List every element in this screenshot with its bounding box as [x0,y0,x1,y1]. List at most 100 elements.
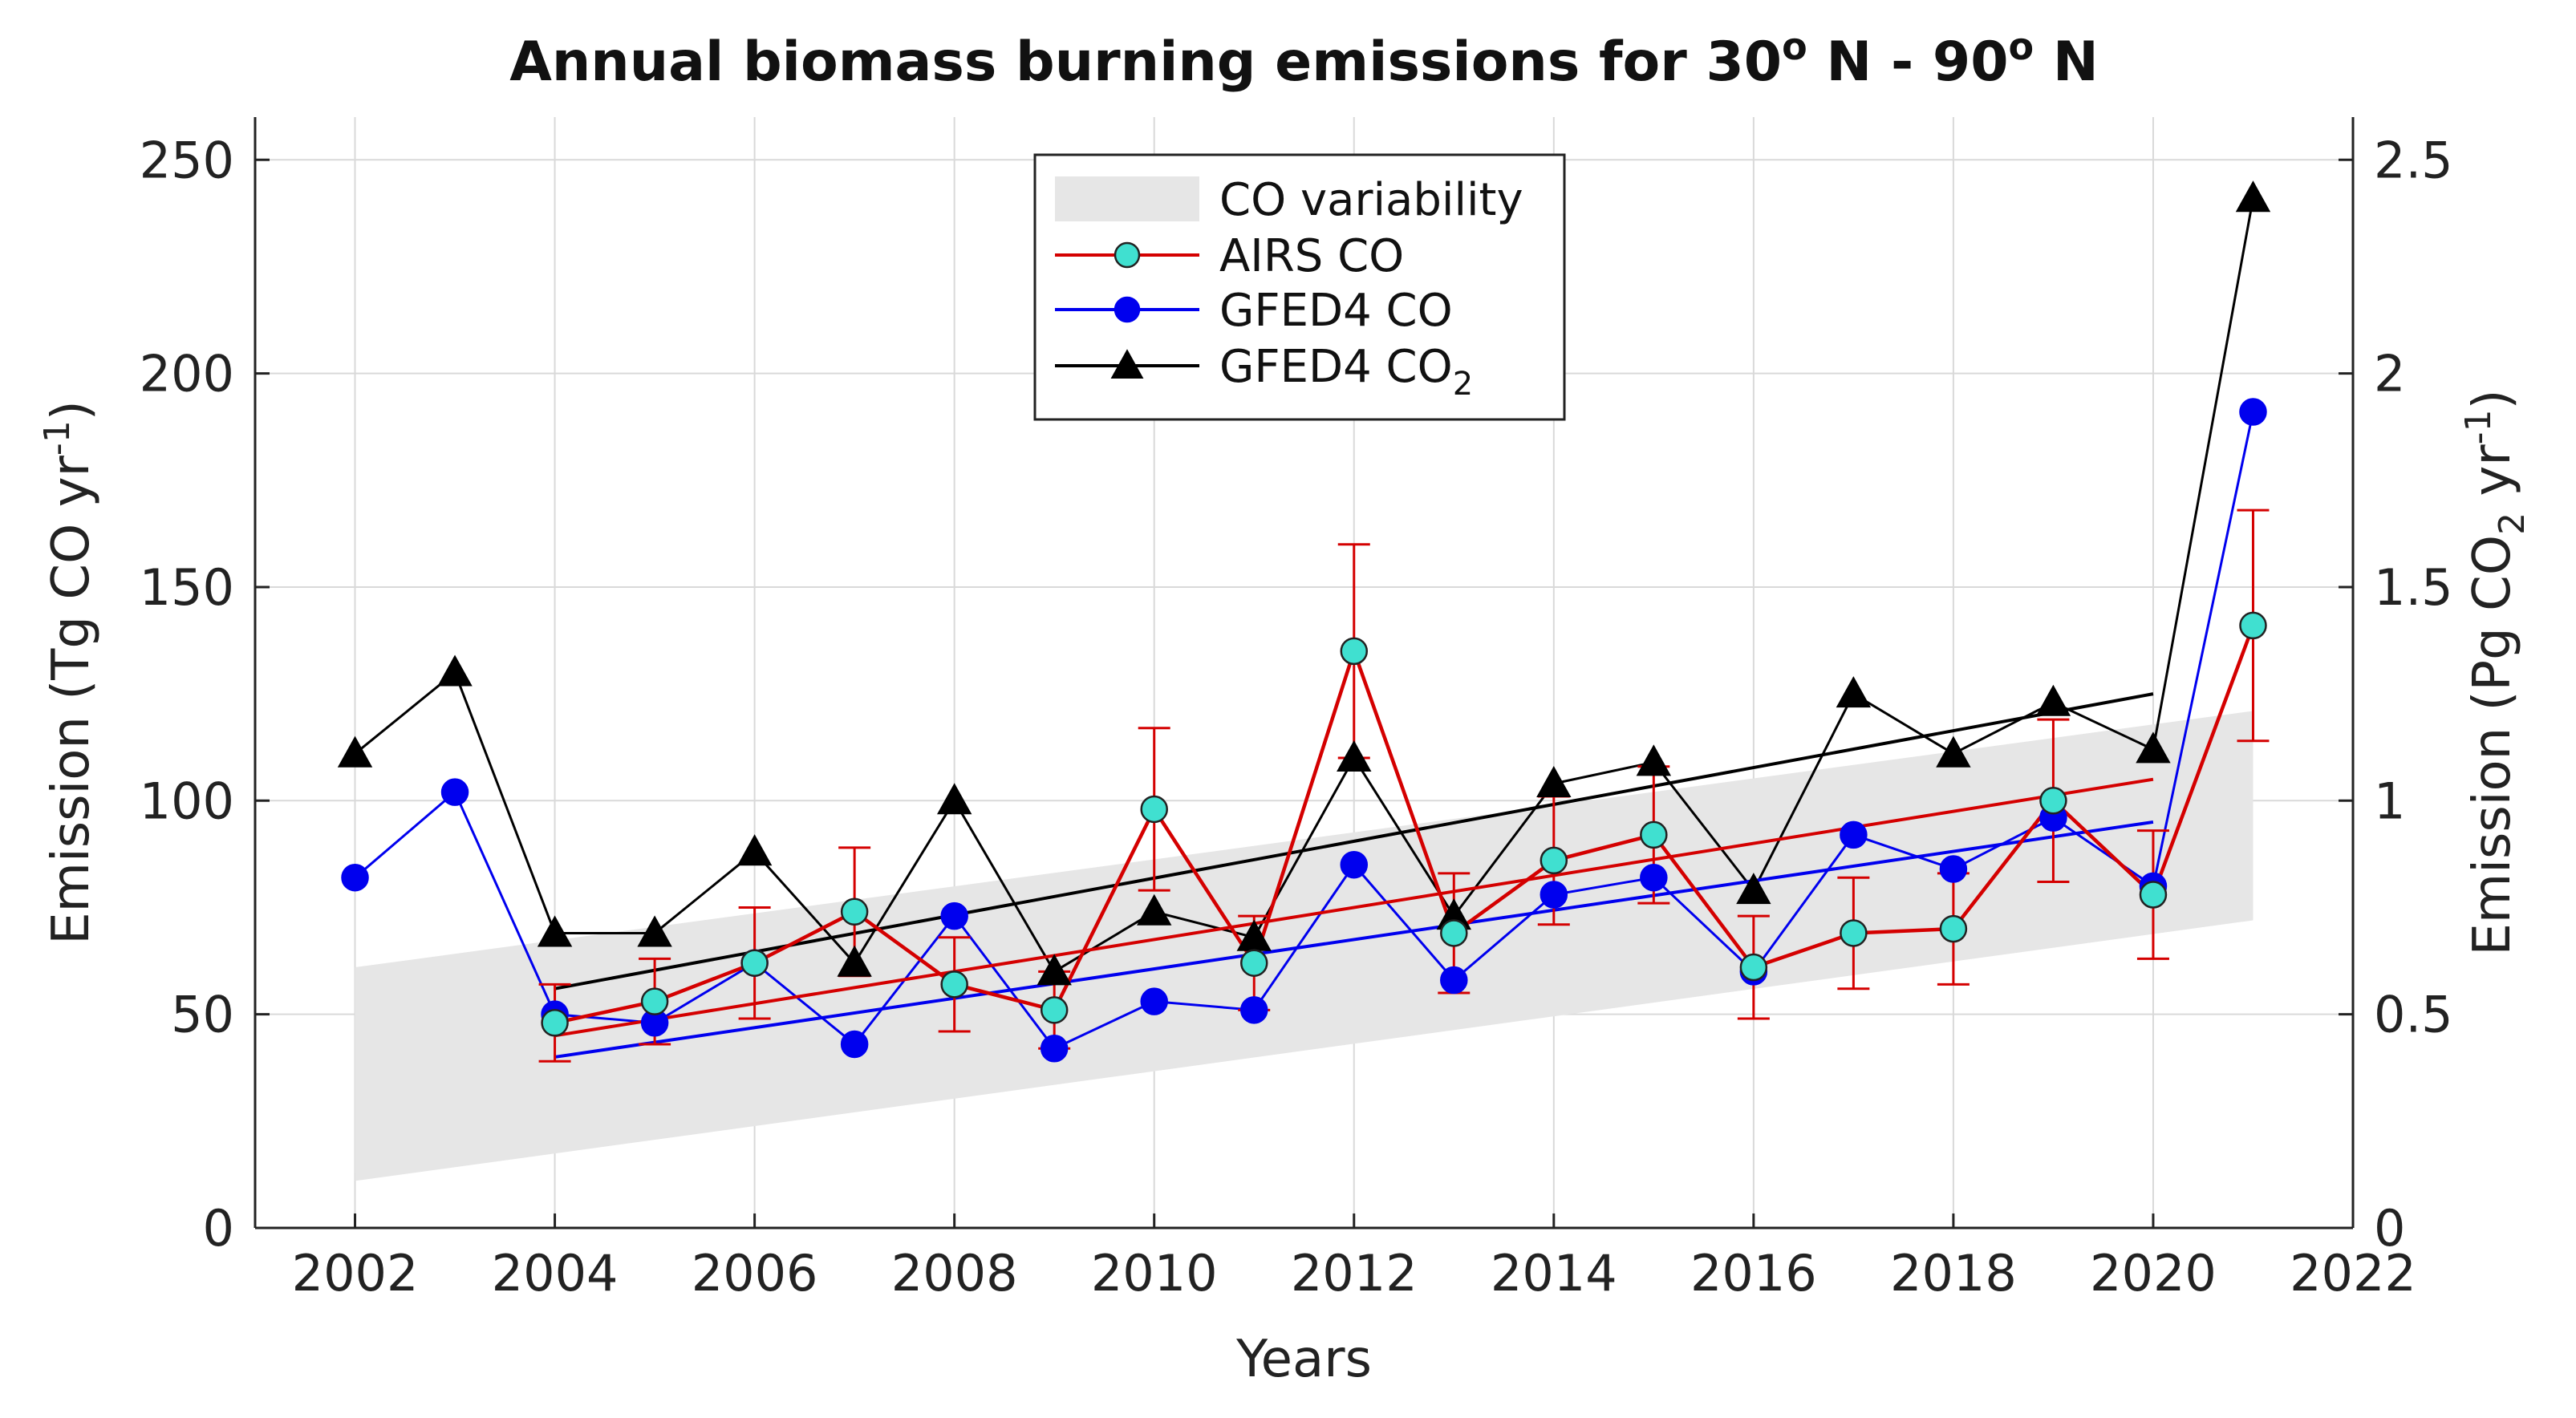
data-point [437,654,473,687]
legend-label: AIRS CO [1219,230,1404,282]
x-tick-label: 2020 [2090,1244,2217,1303]
data-point [1040,996,1069,1024]
legend-label-text: AIRS CO [1219,230,1404,282]
x-tick-label: 2006 [692,1244,818,1303]
data-point [1140,795,1168,824]
data-point [940,970,968,999]
x-tick-label: 2008 [891,1244,1018,1303]
y-right-label-superscript: -1 [2458,409,2499,444]
x-tick-label: 2022 [2290,1244,2416,1303]
legend-label: GFED4 CO [1219,285,1453,337]
data-point [2139,881,2168,909]
data-point [1640,863,1668,892]
x-tick-label: 2018 [1890,1244,2017,1303]
y-axis-left-label: Emission (Tg CO yr-1) [37,400,101,945]
title-superscript: o [1782,25,1807,68]
legend-marker [1114,241,1141,269]
y-left-label-text: ) [42,400,101,420]
legend-label-text: GFED4 CO [1219,285,1453,337]
data-point [1340,850,1369,879]
x-tick-label: 2002 [292,1244,419,1303]
data-point [1340,637,1369,666]
y-left-tick-label: 0 [203,1199,234,1258]
data-point [1239,949,1268,977]
data-point [1739,953,1768,982]
y-right-label-text: Emission (Pg CO [2463,535,2522,956]
x-tick-label: 2010 [1091,1244,1218,1303]
series-line [354,411,2254,1051]
data-point [1540,846,1568,875]
y-right-tick-label: 2 [2374,345,2405,403]
y-right-tick-label: 0 [2374,1199,2405,1258]
data-point [2239,398,2267,426]
data-point [1440,919,1468,947]
data-point [1040,1035,1069,1063]
data-point [1936,735,1971,768]
data-point [337,735,373,768]
series-line [354,197,2254,974]
legend-swatch-band [1055,176,1199,221]
data-point [1736,873,1771,905]
y-left-tick-label: 150 [140,558,234,617]
data-point [1640,820,1668,849]
x-tick-label: 2016 [1690,1244,1817,1303]
legend-label-subscript: 2 [1453,366,1473,403]
data-point [1239,996,1268,1024]
data-point [2239,611,2267,640]
data-point [640,987,669,1015]
data-point [1840,820,1868,849]
data-point [341,863,369,892]
legend-label-text: GFED4 CO [1219,341,1453,393]
x-axis-label: Years [1235,1330,1372,1389]
series-1 [354,411,2254,1059]
title-text: N [2034,30,2099,94]
data-point [2235,180,2271,213]
data-point [840,1030,869,1059]
legend-marker [1114,296,1141,323]
data-point [1140,987,1168,1015]
title-superscript: o [2009,25,2034,68]
data-point [1536,765,1572,797]
legend-marker [1110,349,1144,379]
y-right-label-text: ) [2463,389,2522,409]
data-point [440,778,469,806]
data-point [2039,787,2067,815]
y-left-tick-label: 50 [171,986,234,1044]
data-point [936,783,972,815]
y-left-tick-label: 100 [140,772,234,830]
data-point [1137,893,1172,926]
series-line [554,625,2255,1025]
trend-line [554,777,2154,1038]
data-point [840,897,869,926]
data-point [1440,966,1468,995]
x-tick-label: 2004 [492,1244,619,1303]
y-right-tick-label: 1 [2374,772,2405,830]
data-point [1036,954,1072,986]
data-point [1636,744,1672,776]
title-text: N - 90 [1807,30,2009,94]
data-point [1939,855,1968,883]
legend-label: CO variability [1219,174,1523,226]
y-right-label-subscript: 2 [2492,513,2533,535]
y-right-label-text: yr [2463,444,2522,513]
data-point [541,1009,569,1037]
y-right-tick-label: 2.5 [2374,131,2453,189]
y-left-label-superscript: -1 [37,420,78,456]
title-text: Annual biomass burning emissions for 30 [509,30,1782,94]
data-point [837,945,872,977]
trend-line [554,692,2154,991]
data-point [1939,914,1968,943]
series-2 [354,197,2254,991]
data-point [1836,676,1872,708]
data-point [940,901,968,930]
data-point [537,915,573,947]
data-point [1540,881,1568,909]
x-tick-label: 2012 [1291,1244,1418,1303]
y-left-tick-label: 200 [140,345,234,403]
data-point [637,915,672,947]
data-point [740,949,769,977]
y-left-tick-label: 250 [140,131,234,189]
